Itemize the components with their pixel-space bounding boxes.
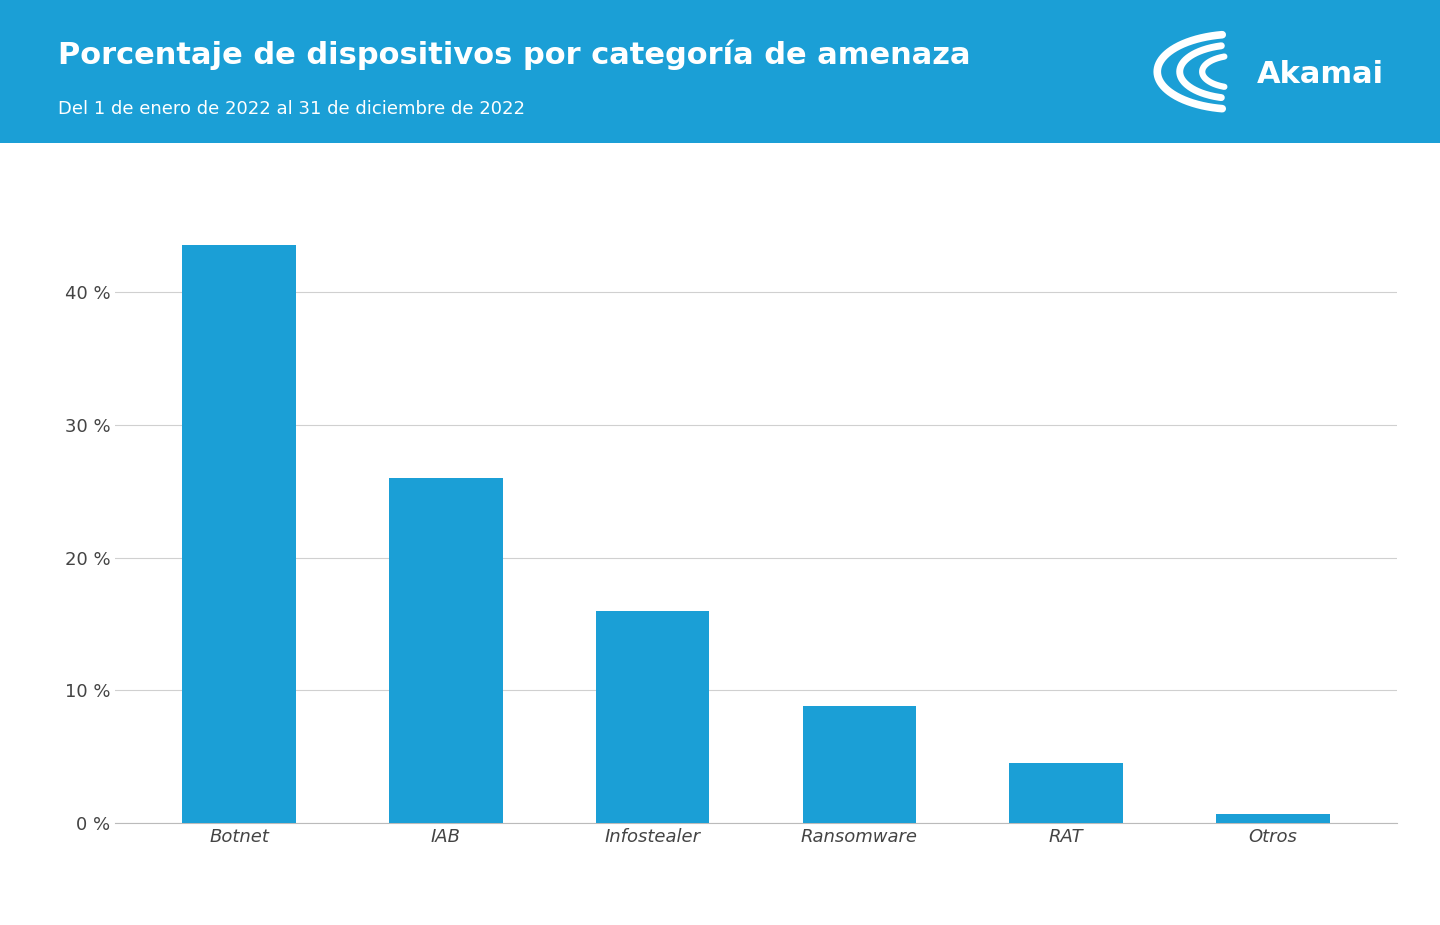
Bar [183, 245, 297, 823]
Bar [596, 610, 710, 823]
Bar [802, 707, 916, 823]
Bar [1009, 763, 1123, 823]
Bar [1215, 814, 1329, 823]
Bar [389, 478, 503, 823]
Text: Porcentaje de dispositivos por categoría de amenaza: Porcentaje de dispositivos por categoría… [58, 39, 971, 69]
Text: Akamai: Akamai [1257, 60, 1384, 89]
Text: Del 1 de enero de 2022 al 31 de diciembre de 2022: Del 1 de enero de 2022 al 31 de diciembr… [58, 100, 524, 118]
